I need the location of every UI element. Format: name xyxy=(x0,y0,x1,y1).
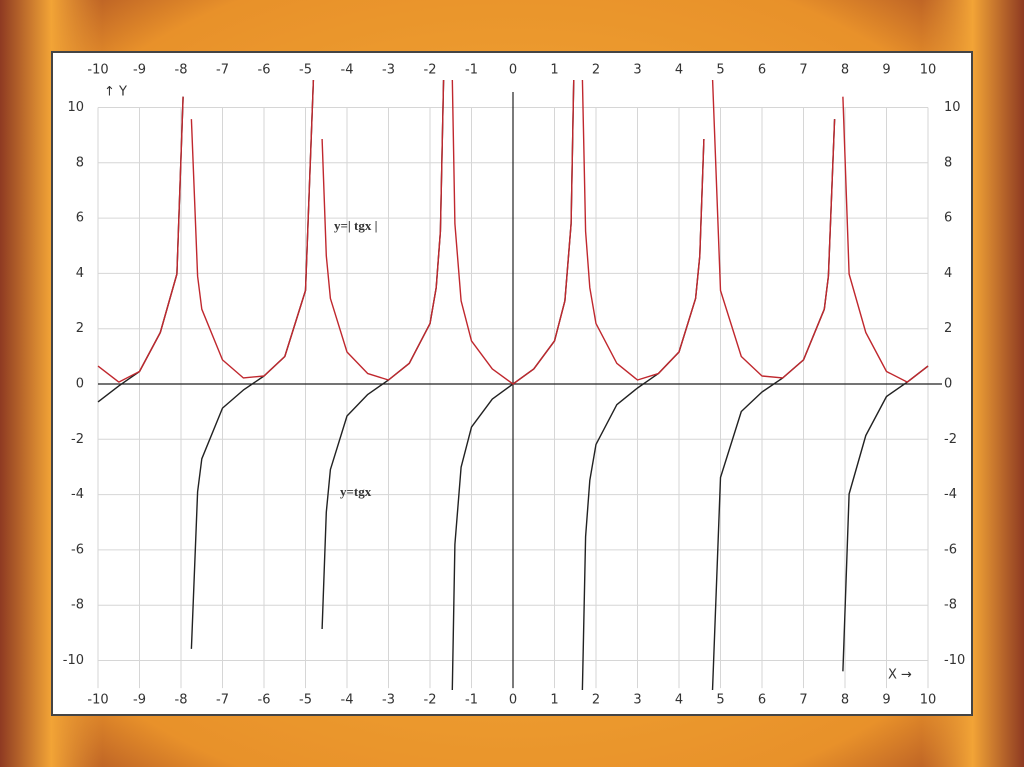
x-tick-label: -3 xyxy=(382,63,395,78)
y-tick-label: 6 xyxy=(76,211,84,226)
y-tick-label: 8 xyxy=(944,155,952,170)
x-tick-label: 1 xyxy=(550,63,558,78)
x-tick-label: 10 xyxy=(920,63,937,78)
y-tick-label: -6 xyxy=(944,542,957,557)
x-tick-label: 8 xyxy=(841,63,849,78)
y-tick-label: -2 xyxy=(71,432,84,447)
x-tick-label: -4 xyxy=(341,63,354,78)
series-line xyxy=(97,80,929,385)
y-tick-label: -6 xyxy=(71,542,84,557)
x-tick-label: 3 xyxy=(633,693,641,708)
y-tick-label: 8 xyxy=(76,155,84,170)
x-tick-label: 5 xyxy=(716,63,724,78)
y-tick-label: 2 xyxy=(76,321,84,336)
x-tick-label: 9 xyxy=(882,693,890,708)
x-tick-label: -6 xyxy=(258,63,271,78)
y-tick-label: 0 xyxy=(944,377,952,392)
x-tick-label: -3 xyxy=(382,693,395,708)
x-tick-label: 6 xyxy=(758,63,766,78)
y-tick-label: -8 xyxy=(71,598,84,613)
x-tick-label: -10 xyxy=(87,63,108,78)
y-axis-label: ↑ Y xyxy=(104,85,127,100)
y-tick-label: 6 xyxy=(944,211,952,226)
x-tick-label: -2 xyxy=(424,63,437,78)
x-tick-label: -6 xyxy=(258,693,271,708)
x-tick-label: 0 xyxy=(509,63,517,78)
x-tick-label: -1 xyxy=(465,693,478,708)
x-tick-label: 2 xyxy=(592,63,600,78)
x-tick-label: -1 xyxy=(465,63,478,78)
x-axis-label: X → xyxy=(888,668,912,683)
y-tick-label: -8 xyxy=(944,598,957,613)
y-tick-label: 4 xyxy=(76,266,84,281)
x-tick-label: -7 xyxy=(216,693,229,708)
x-tick-label: -8 xyxy=(175,63,188,78)
y-tick-label: -4 xyxy=(71,487,84,502)
annotation: y=| tgx | xyxy=(334,218,377,233)
x-tick-label: -5 xyxy=(299,63,312,78)
x-tick-label: -10 xyxy=(87,693,108,708)
x-tick-label: 7 xyxy=(799,693,807,708)
y-tick-label: 2 xyxy=(944,321,952,336)
y-tick-label: 0 xyxy=(76,377,84,392)
x-tick-label: 4 xyxy=(675,693,683,708)
y-tick-label: -10 xyxy=(63,653,84,668)
x-tick-label: -9 xyxy=(133,63,146,78)
y-tick-label: 10 xyxy=(67,100,84,115)
x-tick-label: 3 xyxy=(633,63,641,78)
x-tick-label: 7 xyxy=(799,63,807,78)
x-tick-label: 6 xyxy=(758,693,766,708)
x-tick-label: 8 xyxy=(841,693,849,708)
x-tick-label: 5 xyxy=(716,693,724,708)
y-tick-label: -10 xyxy=(944,653,965,668)
x-tick-label: 4 xyxy=(675,63,683,78)
x-tick-label: -9 xyxy=(133,693,146,708)
x-tick-label: 10 xyxy=(920,693,937,708)
x-tick-label: -4 xyxy=(341,693,354,708)
x-tick-label: -5 xyxy=(299,693,312,708)
y-tick-label: -4 xyxy=(944,487,957,502)
annotation: y=tgx xyxy=(340,484,372,499)
x-tick-label: -2 xyxy=(424,693,437,708)
x-tick-label: 9 xyxy=(882,63,890,78)
y-tick-label: -2 xyxy=(944,432,957,447)
x-tick-label: 0 xyxy=(509,693,517,708)
x-tick-label: 1 xyxy=(550,693,558,708)
y-tick-label: 10 xyxy=(944,100,961,115)
x-tick-label: 2 xyxy=(592,693,600,708)
y-tick-label: 4 xyxy=(944,266,952,281)
x-tick-label: -7 xyxy=(216,63,229,78)
x-tick-label: -8 xyxy=(175,693,188,708)
